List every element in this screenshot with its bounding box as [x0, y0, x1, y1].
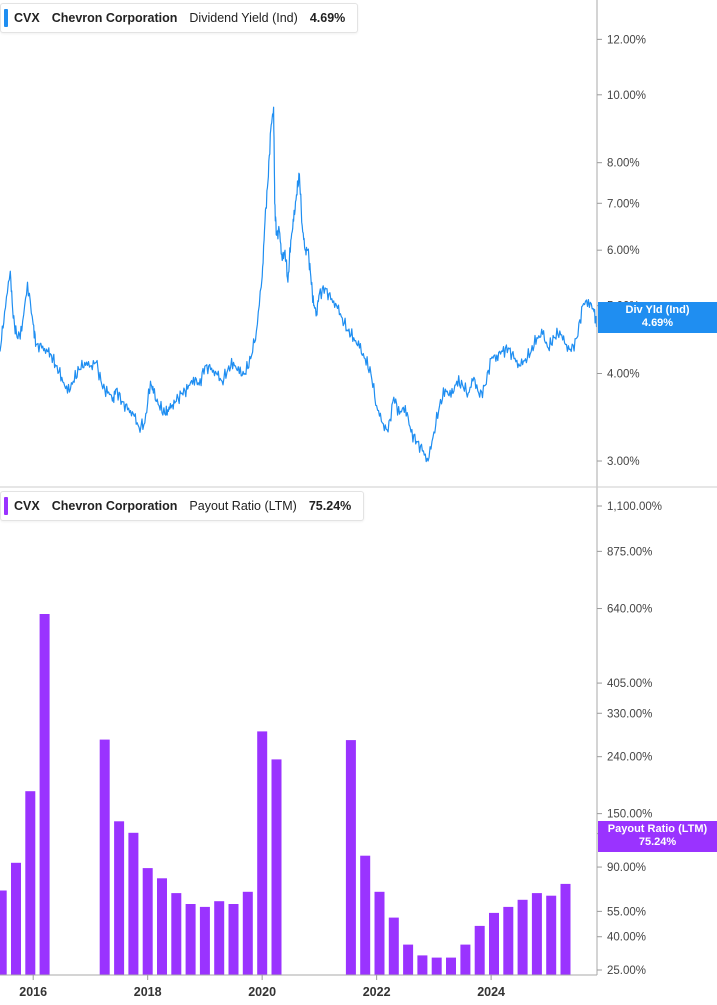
legend-metric: Payout Ratio (LTM)	[189, 499, 297, 513]
payout-bar[interactable]	[0, 890, 7, 976]
payout-bar[interactable]	[560, 883, 571, 975]
payout-bar[interactable]	[431, 957, 442, 975]
y-tick-label: 3.00%	[607, 456, 640, 468]
payout-bar[interactable]	[199, 906, 210, 975]
payout-bar[interactable]	[142, 868, 153, 975]
payout-bar[interactable]	[39, 614, 50, 975]
x-axis-ticks: 2016 2018 2020 2022 2024	[19, 975, 505, 999]
payout-bar[interactable]	[345, 740, 356, 975]
payout-legend[interactable]: CVX Chevron Corporation Payout Ratio (LT…	[0, 491, 365, 521]
payout-bar[interactable]	[271, 759, 282, 975]
yield-value-tag: Div Yld (Ind) 4.69%	[598, 302, 717, 333]
payout-bar[interactable]	[242, 891, 253, 975]
payout-bar[interactable]	[114, 821, 125, 975]
payout-bar[interactable]	[374, 891, 385, 975]
payout-bar[interactable]	[517, 899, 528, 975]
y-tick-label: 1,100.00%	[607, 501, 662, 513]
payout-bar[interactable]	[185, 904, 196, 975]
payout-bar[interactable]	[360, 855, 371, 975]
y-tick-label: 55.00%	[607, 906, 646, 918]
payout-tag-value: 75.24%	[638, 836, 677, 848]
yield-legend-swatch	[4, 9, 8, 27]
payout-bar[interactable]	[503, 906, 514, 975]
y-tick-label: 25.00%	[607, 965, 646, 977]
legend-value: 4.69%	[309, 11, 346, 25]
y-tick-label: 875.00%	[607, 546, 652, 558]
yield-tag-value: 4.69%	[641, 317, 674, 329]
yield-series	[0, 106, 598, 463]
payout-value-tag: Payout Ratio (LTM) 75.24%	[598, 821, 717, 852]
payout-bar[interactable]	[531, 893, 542, 975]
payout-bar[interactable]	[228, 904, 239, 975]
payout-bar[interactable]	[157, 878, 167, 975]
y-tick-label: 150.00%	[607, 809, 652, 821]
payout-bar[interactable]	[403, 944, 414, 975]
payout-bar[interactable]	[489, 912, 499, 975]
yield-y-ticks: 3.00%4.00%5.00%6.00%7.00%8.00%10.00%12.0…	[597, 34, 646, 468]
legend-metric: Dividend Yield (Ind)	[189, 11, 298, 25]
payout-bar[interactable]	[388, 917, 399, 975]
legend-value: 75.24%	[308, 499, 352, 513]
yield-tag-label: Div Yld (Ind)	[625, 304, 690, 316]
payout-bar[interactable]	[99, 739, 110, 975]
yield-legend[interactable]: CVX Chevron Corporation Dividend Yield (…	[0, 3, 359, 33]
y-tick-label: 330.00%	[607, 708, 652, 720]
x-tick-label: 2020	[248, 985, 276, 999]
legend-company: Chevron Corporation	[51, 11, 178, 25]
yield-line[interactable]	[0, 106, 598, 463]
payout-legend-swatch	[4, 497, 8, 515]
y-tick-label: 10.00%	[607, 90, 646, 102]
payout-bar[interactable]	[446, 957, 456, 975]
y-tick-label: 90.00%	[607, 862, 646, 874]
payout-bars	[0, 614, 571, 976]
payout-y-ticks: 25.00%40.00%55.00%90.00%125.00%150.00%24…	[597, 501, 662, 977]
payout-bar[interactable]	[214, 901, 225, 975]
payout-bar[interactable]	[460, 944, 471, 975]
y-tick-label: 4.00%	[607, 369, 640, 381]
payout-bar[interactable]	[11, 862, 21, 975]
payout-bar[interactable]	[417, 955, 428, 975]
payout-bar[interactable]	[257, 731, 268, 975]
y-tick-label: 8.00%	[607, 158, 640, 170]
y-tick-label: 240.00%	[607, 752, 652, 764]
y-tick-label: 640.00%	[607, 604, 652, 616]
payout-bar[interactable]	[25, 791, 36, 975]
x-tick-label: 2024	[477, 985, 505, 999]
legend-company: Chevron Corporation	[51, 499, 178, 513]
legend-ticker: CVX	[14, 499, 40, 513]
x-tick-label: 2022	[363, 985, 391, 999]
payout-bar[interactable]	[128, 832, 139, 975]
x-tick-label: 2018	[134, 985, 162, 999]
payout-bar[interactable]	[474, 925, 485, 975]
x-tick-label: 2016	[19, 985, 47, 999]
y-tick-label: 7.00%	[607, 198, 640, 210]
y-tick-label: 6.00%	[607, 245, 640, 257]
legend-ticker: CVX	[14, 11, 40, 25]
y-tick-label: 12.00%	[607, 34, 646, 46]
y-tick-label: 40.00%	[607, 932, 646, 944]
y-tick-label: 405.00%	[607, 678, 652, 690]
payout-bar[interactable]	[546, 895, 557, 975]
payout-tag-label: Payout Ratio (LTM)	[607, 823, 708, 835]
payout-bar[interactable]	[171, 893, 182, 975]
